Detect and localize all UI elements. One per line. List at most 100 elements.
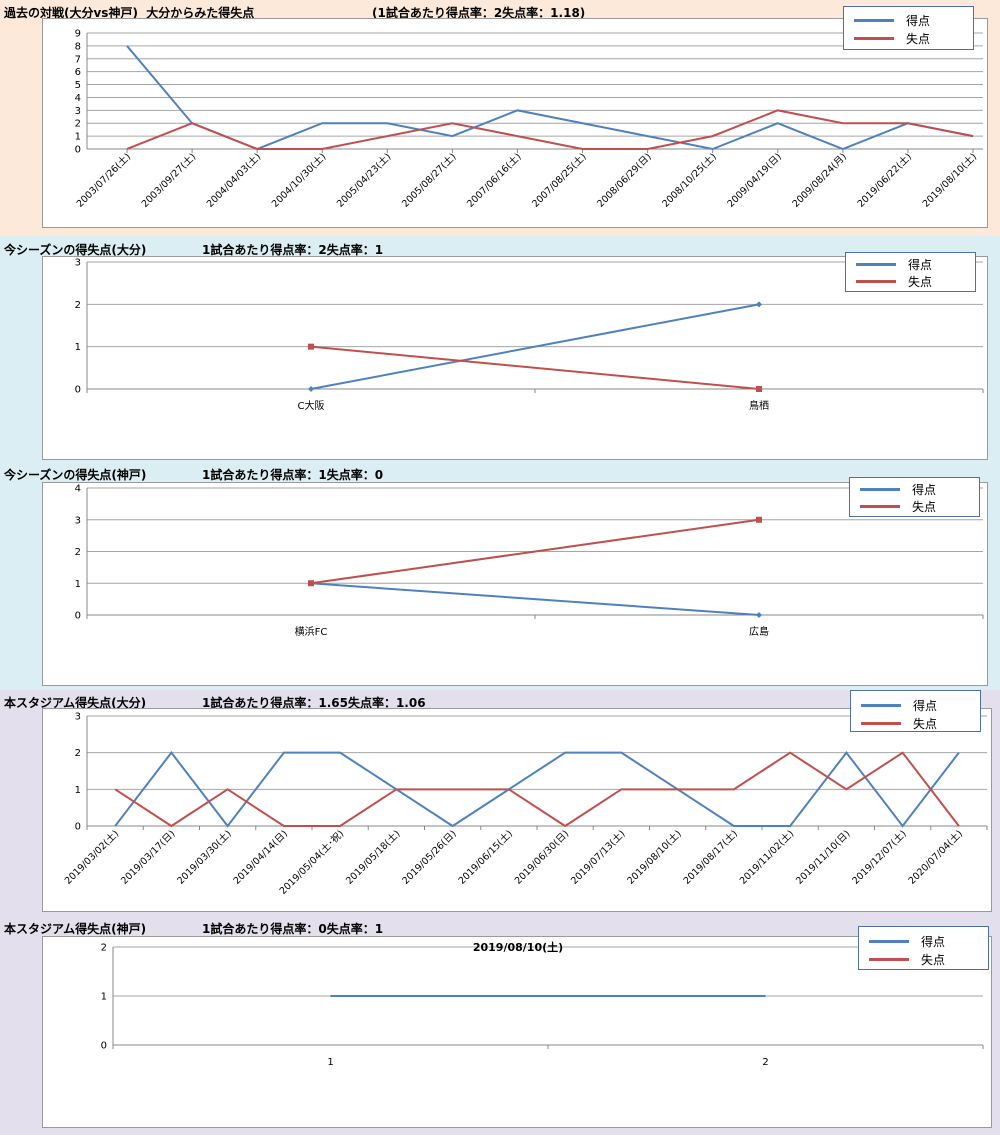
chart-svg: 0 1 2 1 2 2019/08/10(土): [101, 940, 984, 1068]
chart-svg: 0 1 2 3 4 横浜FC 広島: [75, 484, 984, 638]
y-tick-label: 8: [75, 41, 81, 52]
legend-goal-swatch: [856, 263, 896, 266]
x-tick-label: 2003/09/27(土): [139, 151, 198, 210]
y-tick-label: 0: [75, 611, 81, 622]
section-title: 本スタジアム得失点(大分): [4, 696, 147, 710]
y-tick-label: 3: [75, 515, 81, 526]
x-tick-label: 2019/03/30(土): [175, 828, 234, 887]
legend-conceded-label: 失点: [906, 32, 931, 46]
x-tick-label: 2005/08/27(土): [399, 151, 458, 210]
y-tick-label: 7: [75, 54, 81, 65]
y-tick-label: 2: [75, 748, 81, 759]
x-tick-label: 2: [762, 1057, 768, 1068]
x-tick-label: 2019/05/26(日): [400, 828, 458, 886]
x-tick-label: 2019/03/02(土): [62, 828, 121, 887]
legend-conceded-swatch: [854, 37, 894, 40]
y-tick-label: 1: [75, 579, 81, 590]
x-tick-label: 2019/08/10(土): [920, 151, 979, 210]
y-tick-label: 2: [75, 547, 81, 558]
y-tick-label: 9: [75, 29, 81, 40]
x-tick-label: 2007/06/16(土): [464, 151, 523, 210]
chart-legend: 得点 失点: [858, 926, 989, 970]
legend-conceded-label: 失点: [908, 275, 933, 289]
chart-season-oita: 0 1 2 3 C大阪 鳥栖: [42, 256, 988, 460]
x-tick-label: 2019/03/17(日): [119, 828, 177, 886]
x-tick-label: 2019/06/30(日): [513, 828, 571, 886]
x-tick-label: 広島: [749, 625, 769, 638]
section-season-oita: 今シーズンの得失点(大分) 1試合あたり得点率：2失点率：1 0 1 2 3 C大阪 鳥栖…: [0, 236, 1000, 690]
series-line-conceded: [310, 518, 760, 585]
legend-goal-label: 得点: [908, 258, 933, 272]
series-line-goal: [310, 582, 760, 616]
chart-legend: 得点 失点: [850, 690, 981, 732]
chart-season-kobe: 0 1 2 3 4 横浜FC 広島: [42, 482, 988, 686]
section-subtitle: 1試合あたり得点率：1.65失点率：1.06: [202, 696, 426, 710]
x-tick-label: 2019/08/10(土): [625, 828, 684, 887]
x-tick-label: 2019/11/10(日): [794, 828, 852, 886]
x-tick-label: 2019/05/18(土): [343, 828, 402, 887]
legend-conceded-label: 失点: [912, 500, 937, 514]
x-tick-label: 2019/11/02(土): [737, 828, 796, 887]
x-tick-label: 2003/07/26(土): [74, 151, 133, 210]
x-tick-label: 2007/08/25(土): [529, 151, 588, 210]
x-tick-label: 2008/10/25(土): [660, 151, 719, 210]
section-subtitle: 1試合あたり得点率：0失点率：1: [202, 922, 384, 936]
legend-conceded-label: 失点: [921, 953, 946, 967]
legend-goal-swatch: [861, 704, 901, 707]
y-tick-label: 3: [75, 258, 81, 269]
section-title: 今シーズンの得失点(大分): [4, 243, 147, 257]
legend-conceded-swatch: [861, 722, 901, 725]
legend-goal-label: 得点: [906, 14, 931, 28]
series-line-conceded: [126, 109, 974, 150]
x-tick-label: 2008/06/29(日): [595, 151, 653, 209]
y-tick-label: 2: [75, 300, 81, 311]
x-tick-label: 2005/04/23(土): [334, 151, 393, 210]
x-tick-label: 2019/06/22(土): [855, 151, 914, 210]
data-point-goal: [756, 612, 762, 618]
data-point-goal: [756, 301, 762, 308]
chart-stadium-kobe: 0 1 2 1 2 2019/08/10(土): [42, 936, 992, 1128]
x-tick-label: 2019/12/07(土): [850, 828, 909, 887]
data-point-conceded: [756, 386, 762, 392]
chart-title: 2019/08/10(土): [473, 940, 563, 954]
series-line-conceded: [114, 751, 960, 828]
x-tick-label: 横浜FC: [295, 625, 328, 638]
section-subtitle: 1試合あたり得点率：2失点率：1: [202, 243, 384, 257]
y-tick-label: 1: [75, 132, 81, 143]
legend-conceded-label: 失点: [913, 717, 938, 731]
section-title: 本スタジアム得失点(神戸): [4, 922, 147, 936]
x-tick-label: C大阪: [298, 399, 325, 412]
y-tick-label: 1: [75, 342, 81, 353]
y-tick-label: 0: [101, 1041, 107, 1052]
data-point-conceded: [308, 343, 314, 350]
series-line-goal: [126, 45, 974, 151]
x-tick-label: 2009/08/24(月): [791, 151, 849, 209]
chart-svg: 0 1 2 3 2019/03/02(土)2019/03/17(日)2019/03/30…: [62, 712, 988, 897]
y-tick-label: 0: [75, 822, 81, 833]
legend-goal-label: 得点: [913, 699, 938, 713]
y-tick-label: 1: [101, 992, 107, 1003]
series-line-goal: [310, 303, 760, 390]
section-head-to-head: 過去の対戦(大分vs神戸) 大分からみた得失点 (1試合あたり得点率：2失点率：…: [0, 0, 1000, 236]
x-tick-label: 2019/04/14(日): [232, 828, 290, 886]
chart-legend: 得点 失点: [843, 6, 974, 50]
x-tick-label: 2020/07/04(土): [906, 828, 965, 887]
legend-conceded-swatch: [860, 505, 900, 508]
legend-conceded-swatch: [856, 280, 896, 283]
chart-stadium-oita: 0 1 2 3 2019/03/02(土) 2019/03/17(日) 2019/03/30…: [42, 708, 992, 912]
y-tick-label: 6: [75, 67, 81, 78]
legend-goal-swatch: [854, 19, 894, 22]
x-tick-label: 鳥栖: [749, 399, 769, 412]
section-subtitle: 1試合あたり得点率：1失点率：0: [202, 468, 384, 482]
legend-goal-label: 得点: [912, 483, 937, 497]
x-tick-label: 2019/08/17(土): [681, 828, 740, 887]
y-tick-label: 0: [75, 385, 81, 396]
y-tick-label: 4: [75, 93, 81, 104]
chart-head-to-head: 0 1 2 3 4 5 6 7 8 9 2003/07/26(土) 2003/09/27(土) 2004…: [42, 18, 988, 228]
x-tick-label: 2004/10/30(土): [269, 151, 328, 210]
x-tick-label: 2009/04/19(日): [725, 151, 783, 209]
section-title: 今シーズンの得失点(神戸): [4, 468, 147, 482]
y-tick-label: 0: [75, 145, 81, 156]
section-subtitle: (1試合あたり得点率：2失点率：1.18): [372, 6, 586, 20]
